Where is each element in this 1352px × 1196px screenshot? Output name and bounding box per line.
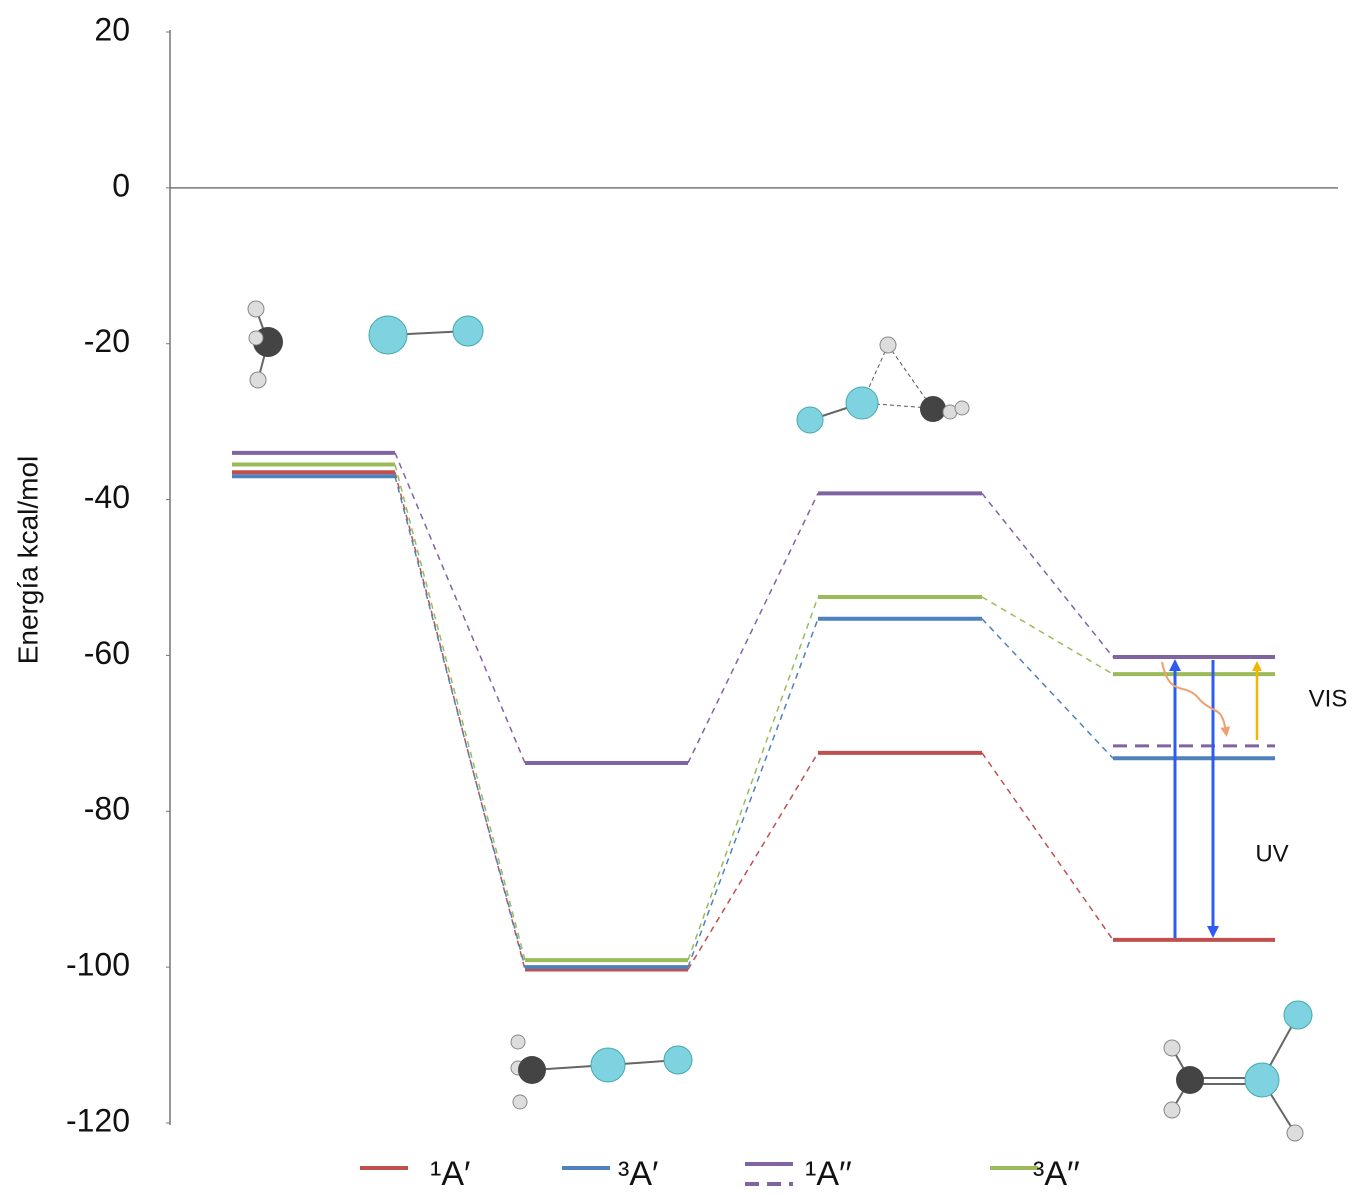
y-tick-label: -80 [84,791,130,827]
connector [982,493,1113,657]
legend-label: ¹A′′ [805,1155,852,1193]
y-tick-label: 20 [94,11,130,47]
transition-arrows [1162,660,1257,938]
y-axis-label: Energía kcal/mol [12,456,43,665]
chart: Energía kcal/mol VIS UV -120 -100 -80 -60 -4… [0,0,1352,1196]
legend-label: ¹A′ [430,1155,470,1193]
molecule-product [1164,1001,1312,1141]
legend-label: ³A′′ [1033,1155,1080,1193]
connector [395,465,525,961]
annotation: VIS [1309,685,1348,712]
connector [688,753,818,970]
molecule-intermediate [511,1035,692,1109]
legend-label: ³A′ [618,1155,658,1193]
connector [688,493,818,763]
molecule-reactant [248,301,483,388]
y-tick-label: 0 [112,167,130,203]
y-tick-label: -100 [66,947,130,983]
connector [982,753,1113,940]
connector [688,619,818,967]
y-tick-label: -60 [84,635,130,671]
connector [982,619,1113,758]
y-tick-label: -120 [66,1102,130,1138]
connector [395,453,525,763]
molecule-ts [797,337,969,433]
y-tick-label: -40 [84,479,130,515]
connector [688,597,818,960]
connector [982,597,1113,674]
annotation: UV [1255,840,1288,867]
y-tick-label: -20 [84,323,130,359]
